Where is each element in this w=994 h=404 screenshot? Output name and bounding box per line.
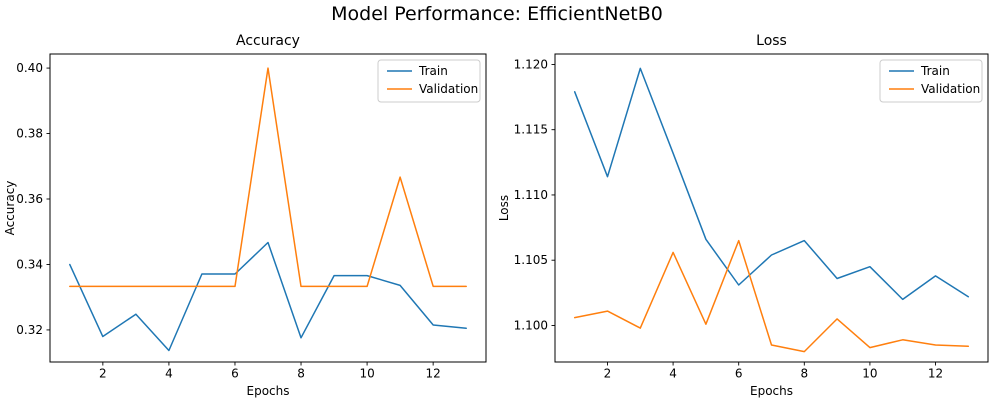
subplot-title: Loss	[756, 33, 787, 49]
series-line-train	[69, 241, 467, 352]
y-tick-label: 0.34	[16, 257, 43, 271]
x-tick-label: 10	[862, 367, 877, 381]
x-tick-label: 4	[165, 367, 173, 381]
x-axis-label: Epochs	[247, 384, 290, 398]
accuracy-subplot: 0.32 0.34 0.36 0.38 0.40 2 4 6 8 10 12 Accuracy Epoc…	[3, 33, 487, 398]
y-axis-label: Accuracy	[3, 181, 17, 236]
y-axis-label: Loss	[497, 195, 511, 221]
series-line-train	[573, 67, 970, 301]
x-tick-label: 12	[928, 367, 943, 381]
y-tick-label: 0.32	[16, 323, 43, 337]
y-tick-label: 0.40	[16, 61, 43, 75]
legend-label-validation: Validation	[419, 82, 478, 96]
plot-frame	[49, 53, 487, 363]
y-tick-label: 0.36	[16, 192, 43, 206]
x-tick-label: 8	[297, 367, 305, 381]
y-tick-label: 1.100	[514, 318, 548, 332]
series-line-validation	[69, 67, 467, 288]
x-tick-label: 12	[426, 367, 441, 381]
x-tick-label: 2	[604, 367, 612, 381]
series-line-validation	[573, 239, 970, 353]
x-tick-label: 8	[800, 367, 808, 381]
y-tick-label: 1.105	[514, 253, 548, 267]
x-tick-label: 6	[231, 367, 239, 381]
y-tick-label: 0.38	[16, 127, 43, 141]
x-tick-label: 4	[669, 367, 677, 381]
subplot-title: Accuracy	[236, 33, 300, 49]
x-axis-label: Epochs	[750, 384, 793, 398]
plot-frame	[554, 53, 989, 363]
legend-label-train: Train	[418, 64, 448, 78]
x-tick-label: 10	[359, 367, 374, 381]
y-tick-label: 1.120	[514, 57, 548, 71]
loss-subplot: 1.100 1.105 1.110 1.115 1.120 2 4 6 8 10 12 Loss Epo…	[497, 33, 989, 398]
legend-label-train: Train	[920, 64, 950, 78]
y-tick-label: 1.115	[514, 123, 548, 137]
legend-label-validation: Validation	[921, 82, 980, 96]
x-tick-label: 2	[99, 367, 107, 381]
figure-title: Model Performance: EfficientNetB0	[331, 3, 663, 25]
y-tick-label: 1.110	[514, 188, 548, 202]
x-tick-label: 6	[735, 367, 743, 381]
